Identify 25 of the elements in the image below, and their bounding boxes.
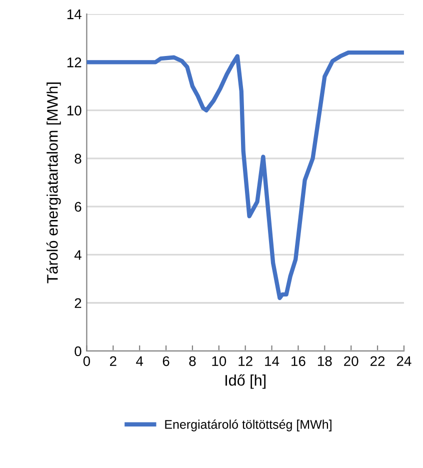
x-tick-label: 20 [344,356,358,366]
legend-label: Energiatároló töltöttség [MWh] [165,420,332,432]
line-series [86,50,404,300]
y-tick-label: 8 [74,154,82,164]
y-axis-title: Tároló energiatartalom [MWh] [46,82,61,284]
x-tick-label: 18 [318,356,332,366]
x-tick-label: 14 [265,356,280,366]
x-tick-label: 12 [238,356,252,366]
x-tick-label: 8 [189,356,196,366]
x-tick-label: 4 [136,356,144,366]
x-tick-label: 10 [212,356,226,366]
x-tick-label: 0 [83,356,90,366]
x-tick-label: 6 [162,356,170,366]
y-tick-label: 0 [74,346,82,356]
y-tick-label: 6 [74,202,82,212]
x-tick-label: 22 [370,356,385,366]
y-tick-label: 10 [67,106,82,116]
y-tick-label: 2 [74,298,82,308]
y-tick-label: 14 [67,10,82,20]
y-tick-label: 12 [67,58,82,68]
x-tick-label: 16 [292,356,306,366]
x-axis-title: Idő [h] [226,374,266,389]
x-tick-label: 2 [110,356,116,366]
y-tick-label: 4 [74,250,82,260]
x-tick-label: 24 [396,356,412,366]
